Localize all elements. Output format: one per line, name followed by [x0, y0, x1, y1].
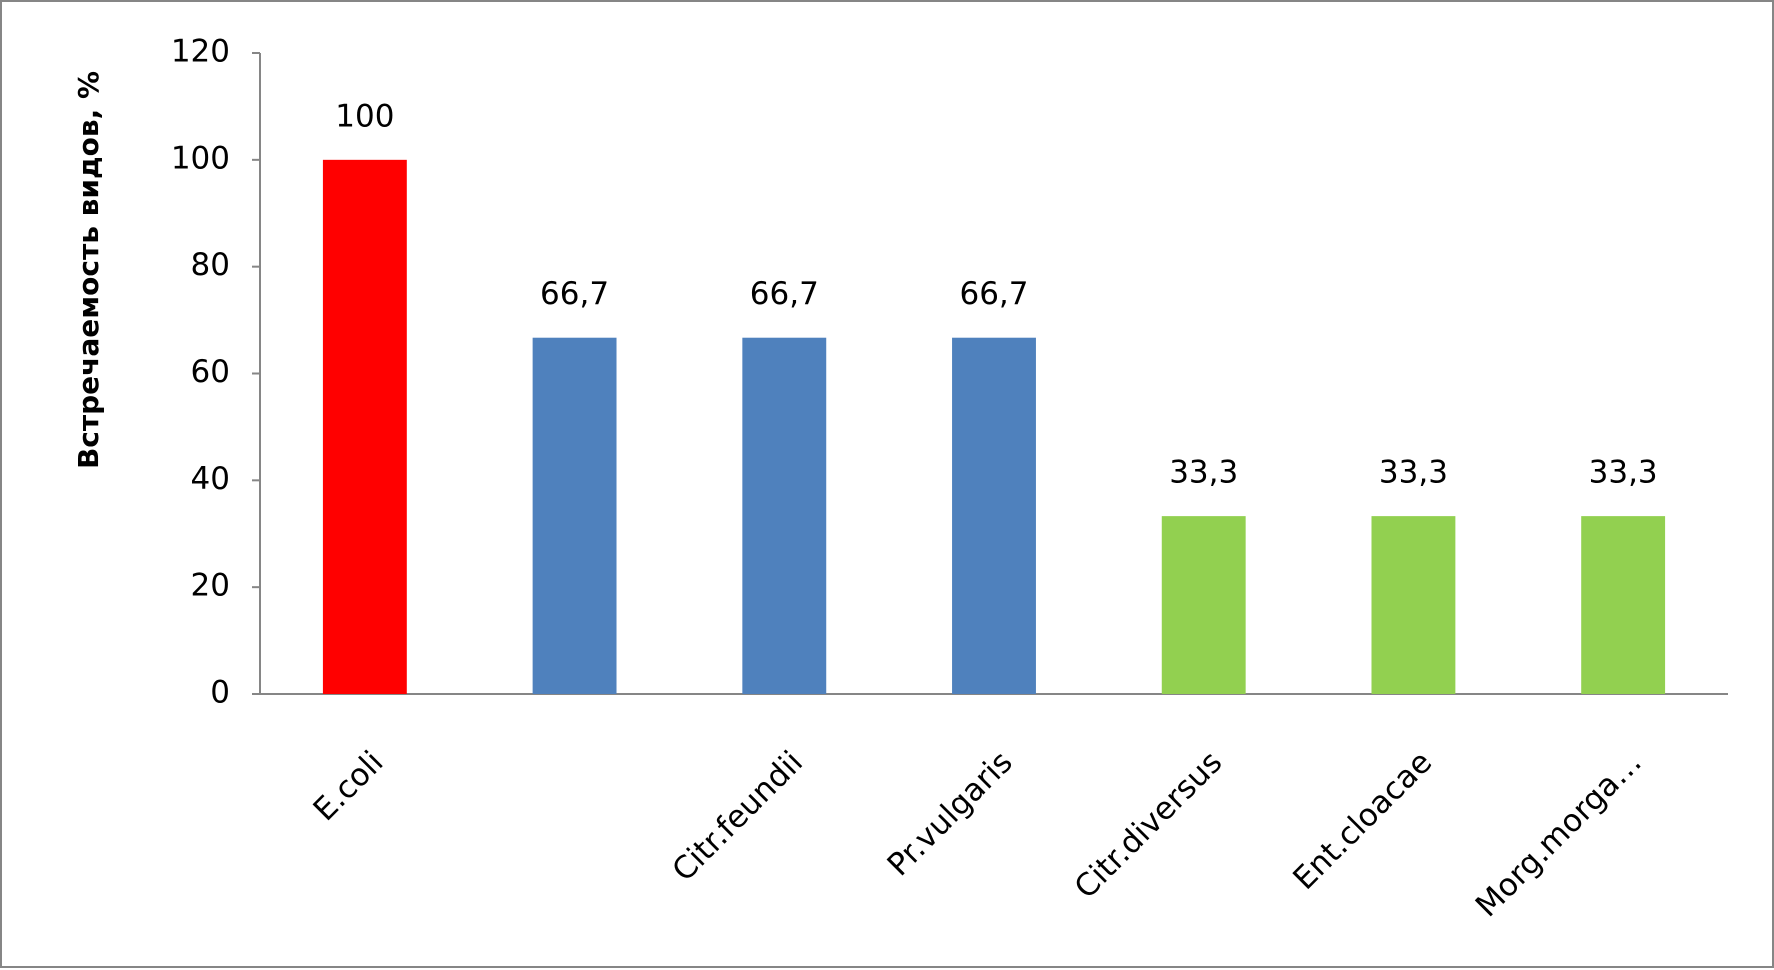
bar — [1371, 516, 1456, 694]
y-axis-title: Встречаемость видов, % — [72, 71, 105, 469]
y-tick-label: 120 — [171, 34, 230, 70]
value-label: 66,7 — [750, 276, 819, 312]
bar — [1161, 516, 1246, 694]
bar — [742, 337, 827, 694]
y-tick-label: 40 — [191, 461, 230, 497]
y-tick-label: 80 — [191, 247, 230, 283]
value-label: 33,3 — [1379, 455, 1448, 491]
value-label: 33,3 — [1169, 455, 1238, 491]
y-tick-label: 0 — [210, 675, 230, 711]
y-tick-label: 100 — [171, 140, 230, 176]
y-tick-label: 60 — [191, 354, 230, 390]
value-label: 66,7 — [959, 276, 1028, 312]
bar — [532, 337, 617, 694]
bar — [1581, 516, 1666, 694]
value-label: 100 — [335, 98, 394, 134]
bar — [952, 337, 1036, 694]
y-tick-label: 20 — [191, 568, 230, 604]
value-label: 66,7 — [540, 276, 609, 312]
value-label: 33,3 — [1589, 455, 1658, 491]
bar — [322, 159, 407, 695]
